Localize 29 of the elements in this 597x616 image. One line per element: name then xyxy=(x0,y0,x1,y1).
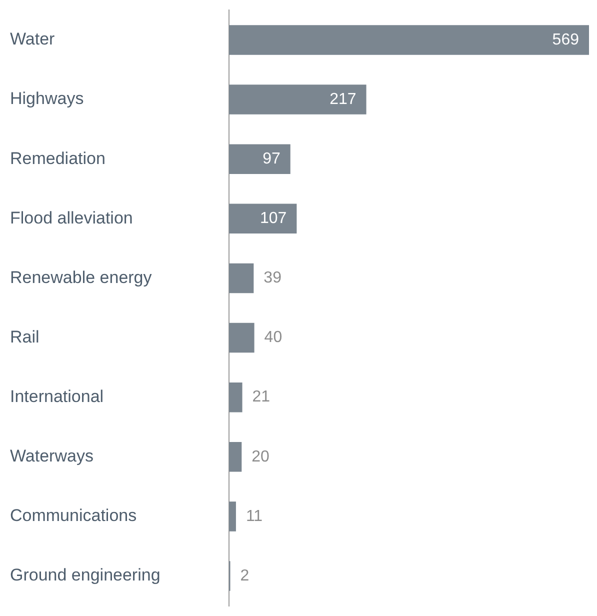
y-tick-label: Ground engineering xyxy=(10,566,160,585)
data-label: 97 xyxy=(262,150,280,168)
data-label: 20 xyxy=(252,448,270,466)
data-label: 40 xyxy=(264,329,282,346)
data-label: 217 xyxy=(330,90,356,108)
y-tick-label: Remediation xyxy=(10,148,106,168)
y-tick-label: Communications xyxy=(10,506,137,526)
bar xyxy=(229,442,242,472)
y-tick-label: Water xyxy=(10,30,56,49)
bar xyxy=(229,144,290,174)
y-tick-label: Rail xyxy=(10,327,40,346)
bar xyxy=(229,382,242,412)
bar xyxy=(229,204,297,234)
y-tick-label: Flood alleviation xyxy=(10,208,133,228)
y-tick-label: Waterways xyxy=(10,446,94,466)
data-label: 107 xyxy=(260,210,287,228)
y-tick-label: International xyxy=(10,387,104,406)
bar xyxy=(229,84,366,114)
y-tick-label: Renewable energy xyxy=(10,268,152,287)
data-label: 21 xyxy=(252,388,270,406)
y-tick-label: Highways xyxy=(10,89,84,108)
data-label: 2 xyxy=(240,567,250,584)
bar xyxy=(229,25,589,55)
bar xyxy=(229,263,254,294)
bar xyxy=(229,502,236,532)
data-label: 39 xyxy=(264,270,282,287)
bar xyxy=(229,322,254,353)
data-label: 569 xyxy=(552,31,580,48)
data-label: 11 xyxy=(246,508,263,525)
